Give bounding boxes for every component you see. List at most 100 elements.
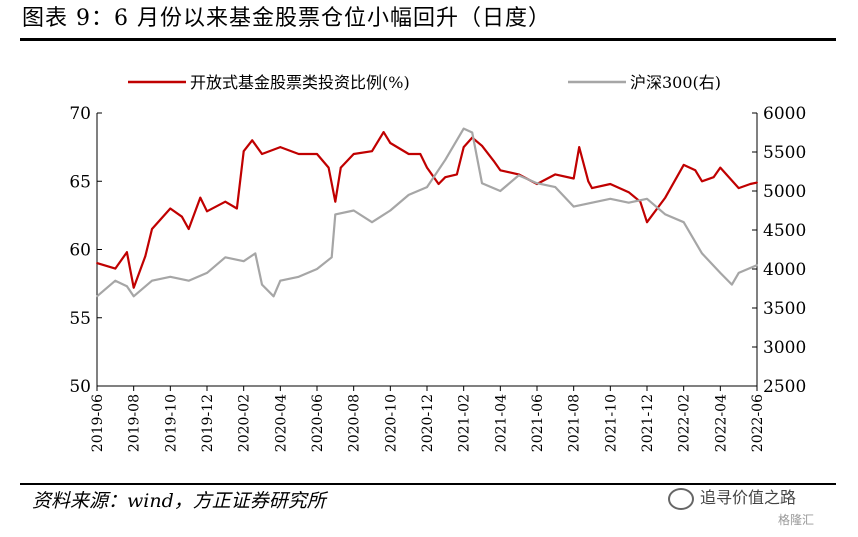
data-point-csi300 — [132, 295, 135, 298]
x-tick-label: 2021-12 — [640, 394, 656, 452]
data-point-csi300 — [627, 201, 630, 204]
data-point-csi300 — [719, 272, 722, 274]
data-point-csi300 — [334, 213, 337, 216]
data-point-fund-ratio — [578, 146, 581, 149]
data-point-fund-ratio — [327, 166, 330, 169]
x-tick-label: 2019-12 — [200, 394, 216, 452]
data-point-fund-ratio — [144, 255, 147, 258]
data-point-csi300 — [261, 283, 263, 286]
left-tick-label: 65 — [69, 172, 91, 192]
x-tick-label: 2019-06 — [90, 394, 106, 452]
x-tick-label: 2020-04 — [273, 394, 289, 452]
data-point-csi300 — [126, 285, 128, 288]
axes: 50 55 60 65 70 2500 3000 3500 4000 4500 5000 5500 60… — [69, 104, 806, 452]
data-point-fund-ratio — [96, 262, 98, 264]
data-point-csi300 — [279, 279, 282, 282]
data-point-fund-ratio — [242, 150, 245, 153]
data-point-csi300 — [169, 275, 172, 278]
data-point-csi300 — [471, 131, 474, 134]
data-point-csi300 — [591, 201, 593, 204]
legend-label-csi300: 沪深300(右) — [630, 73, 721, 92]
source-note: 资料来源：wind，方正证券研究所 — [32, 490, 326, 512]
left-tick-label: 55 — [69, 309, 91, 329]
data-point-csi300 — [554, 186, 557, 189]
data-point-fund-ratio — [236, 207, 238, 210]
watermark-text: 追寻价值之路 — [700, 488, 797, 507]
data-point-fund-ratio — [499, 169, 502, 172]
data-point-csi300 — [187, 279, 190, 282]
data-point-fund-ratio — [126, 251, 128, 254]
data-point-fund-ratio — [316, 153, 318, 155]
x-tick-label: 2021-04 — [493, 394, 509, 452]
data-point-csi300 — [297, 275, 300, 278]
series-group — [96, 127, 758, 298]
legend: 开放式基金股票类投资比例(%) 沪深300(右) — [128, 73, 721, 92]
data-point-fund-ratio — [456, 173, 458, 176]
data-point-fund-ratio — [199, 196, 202, 199]
chart-area: 开放式基金股票类投资比例(%) 沪深300(右) 50 55 60 65 70 2500 3… — [69, 73, 806, 452]
title-rule — [20, 38, 836, 41]
data-point-csi300 — [664, 213, 667, 216]
x-tick-label: 2020-06 — [310, 394, 326, 452]
data-point-fund-ratio — [591, 187, 593, 190]
data-point-fund-ratio — [407, 153, 410, 155]
x-tick-label: 2020-10 — [383, 394, 399, 452]
data-point-fund-ratio — [719, 166, 722, 169]
series-line-fund-ratio — [96, 131, 758, 289]
data-point-fund-ratio — [756, 181, 758, 184]
x-tick-label: 2021-06 — [530, 394, 546, 452]
left-tick-label: 50 — [69, 377, 91, 397]
legend-label-fund-ratio: 开放式基金股票类投资比例(%) — [190, 73, 410, 92]
data-point-fund-ratio — [587, 180, 590, 183]
x-tick-label: 2021-10 — [603, 394, 619, 452]
data-point-fund-ratio — [426, 166, 428, 169]
x-tick-label: 2022-06 — [750, 394, 766, 452]
data-point-fund-ratio — [132, 286, 135, 289]
data-point-fund-ratio — [339, 166, 342, 169]
x-tick-label: 2022-02 — [677, 394, 693, 452]
data-point-csi300 — [242, 260, 245, 263]
data-point-csi300 — [371, 221, 373, 224]
right-tick-label: 4500 — [763, 221, 806, 241]
data-point-csi300 — [254, 252, 257, 255]
data-point-csi300 — [517, 174, 520, 177]
data-point-csi300 — [272, 295, 275, 298]
data-point-fund-ratio — [297, 153, 300, 155]
data-point-fund-ratio — [554, 173, 557, 176]
series-fund-ratio — [96, 131, 758, 289]
data-point-fund-ratio — [572, 177, 575, 180]
data-point-fund-ratio — [737, 187, 740, 190]
x-tick-label: 2021-02 — [457, 394, 473, 452]
series-line-csi300 — [96, 127, 758, 298]
data-point-fund-ratio — [261, 153, 263, 155]
data-point-csi300 — [701, 252, 703, 255]
data-point-csi300 — [444, 158, 447, 161]
data-point-csi300 — [646, 197, 648, 200]
watermark: 追寻价值之路 — [668, 484, 796, 510]
data-point-fund-ratio — [181, 215, 183, 218]
data-point-fund-ratio — [627, 191, 630, 194]
data-point-csi300 — [352, 209, 355, 212]
data-point-fund-ratio — [352, 153, 355, 155]
wechat-icon — [668, 487, 694, 510]
data-point-fund-ratio — [382, 131, 385, 134]
x-tick-label: 2020-08 — [347, 394, 363, 452]
data-point-fund-ratio — [334, 200, 337, 203]
data-point-fund-ratio — [664, 196, 667, 199]
data-point-csi300 — [389, 209, 392, 212]
x-tick-label: 2019-08 — [127, 394, 143, 452]
x-tick-label: 2019-10 — [163, 394, 179, 452]
data-point-fund-ratio — [437, 183, 440, 185]
data-point-csi300 — [756, 264, 758, 266]
right-tick-label: 4000 — [763, 260, 806, 280]
data-point-fund-ratio — [712, 176, 715, 179]
data-point-csi300 — [330, 256, 333, 259]
right-tick-label: 2500 — [763, 377, 806, 397]
right-tick-label: 6000 — [763, 104, 806, 124]
right-tick-label: 5500 — [763, 143, 806, 163]
data-point-csi300 — [462, 127, 465, 130]
data-point-fund-ratio — [462, 146, 465, 149]
data-point-fund-ratio — [206, 210, 208, 213]
data-point-csi300 — [737, 272, 740, 274]
data-point-fund-ratio — [224, 200, 227, 203]
